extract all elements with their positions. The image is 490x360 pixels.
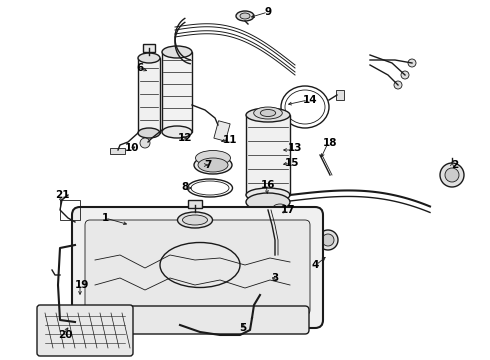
Text: 12: 12 (178, 133, 192, 143)
Circle shape (394, 81, 402, 89)
Circle shape (140, 138, 150, 148)
Ellipse shape (236, 11, 254, 21)
Ellipse shape (194, 156, 232, 174)
Text: 21: 21 (55, 190, 69, 200)
Circle shape (408, 59, 416, 67)
Text: 11: 11 (223, 135, 237, 145)
Ellipse shape (198, 158, 228, 172)
Bar (246, 115, 290, 195)
Bar (60, 200, 80, 220)
Ellipse shape (246, 193, 290, 211)
Circle shape (268, 274, 276, 282)
Bar (270, 208, 290, 220)
Text: 8: 8 (181, 182, 189, 192)
Bar (336, 90, 344, 100)
Bar (214, 121, 230, 141)
Text: 3: 3 (271, 273, 279, 283)
Text: 1: 1 (101, 213, 109, 223)
Ellipse shape (138, 53, 160, 63)
Circle shape (401, 71, 409, 79)
Text: 5: 5 (240, 323, 246, 333)
FancyBboxPatch shape (71, 306, 309, 334)
Ellipse shape (162, 46, 192, 58)
Circle shape (322, 234, 334, 246)
Text: 18: 18 (323, 138, 337, 148)
Text: 16: 16 (261, 180, 275, 190)
Text: 10: 10 (125, 143, 139, 153)
Text: 15: 15 (285, 158, 299, 168)
Text: 20: 20 (58, 330, 72, 340)
Text: 13: 13 (288, 143, 302, 153)
Ellipse shape (246, 108, 290, 122)
Ellipse shape (260, 219, 276, 227)
Ellipse shape (138, 128, 160, 138)
Ellipse shape (246, 188, 290, 202)
Text: 14: 14 (303, 95, 318, 105)
Bar (138, 58, 160, 133)
Text: 2: 2 (451, 160, 459, 170)
Ellipse shape (260, 109, 276, 117)
Circle shape (445, 168, 459, 182)
FancyBboxPatch shape (37, 305, 133, 356)
Text: 4: 4 (311, 260, 318, 270)
Bar (188, 200, 202, 208)
Circle shape (440, 163, 464, 187)
Text: 9: 9 (265, 7, 271, 17)
FancyBboxPatch shape (85, 220, 310, 315)
Bar (162, 52, 192, 132)
Text: 7: 7 (204, 160, 212, 170)
Text: 19: 19 (75, 280, 89, 290)
Bar (260, 209, 276, 223)
FancyBboxPatch shape (72, 207, 323, 328)
Ellipse shape (177, 212, 213, 228)
Ellipse shape (240, 13, 250, 19)
Ellipse shape (196, 150, 230, 166)
Bar (143, 44, 155, 52)
Ellipse shape (162, 126, 192, 138)
Ellipse shape (254, 107, 282, 119)
Ellipse shape (182, 215, 207, 225)
Bar (110, 148, 125, 154)
Text: 6: 6 (136, 63, 144, 73)
Circle shape (318, 230, 338, 250)
Circle shape (264, 270, 280, 286)
Text: 17: 17 (281, 205, 295, 215)
Ellipse shape (273, 204, 287, 212)
